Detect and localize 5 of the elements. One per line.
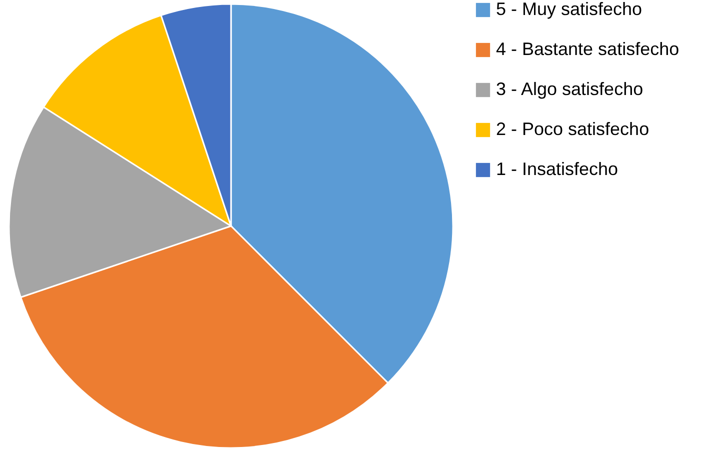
legend-label: 3 - Algo satisfecho [496,79,644,99]
legend-label: 4 - Bastante satisfecho [496,39,680,59]
legend-label: 5 - Muy satisfecho [496,0,642,19]
legend-label: 1 - Insatisfecho [496,159,618,179]
legend-label: 2 - Poco satisfecho [496,119,650,139]
